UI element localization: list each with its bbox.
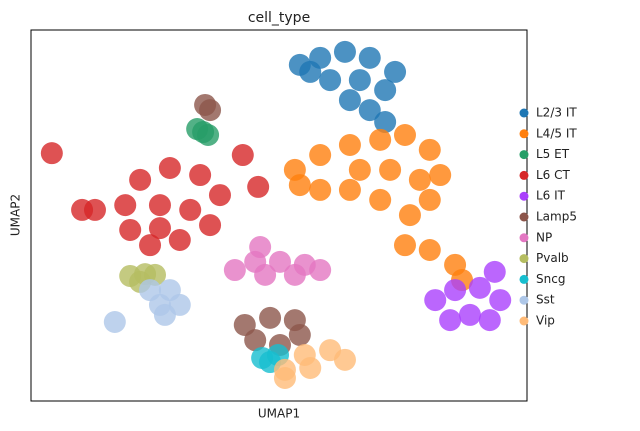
x-axis-label: UMAP1 bbox=[258, 407, 300, 421]
point bbox=[374, 79, 397, 102]
point bbox=[338, 89, 361, 112]
point bbox=[158, 157, 181, 180]
legend-marker bbox=[519, 254, 529, 264]
legend-label: Sncg bbox=[536, 272, 565, 286]
point bbox=[129, 168, 152, 191]
point bbox=[119, 218, 142, 241]
point bbox=[468, 276, 491, 299]
point bbox=[429, 164, 452, 187]
legend-label: Vip bbox=[536, 314, 555, 328]
point bbox=[333, 348, 356, 371]
point bbox=[199, 214, 222, 237]
point bbox=[40, 142, 63, 165]
point bbox=[369, 188, 392, 211]
point bbox=[348, 69, 371, 92]
point bbox=[114, 194, 137, 217]
point bbox=[153, 303, 176, 326]
point bbox=[139, 234, 162, 257]
point bbox=[424, 289, 447, 312]
legend-label: L4/5 IT bbox=[536, 126, 577, 140]
point bbox=[369, 128, 392, 151]
legend-label: L5 ET bbox=[536, 147, 570, 161]
point bbox=[244, 329, 267, 352]
point bbox=[478, 309, 501, 332]
legend-marker bbox=[519, 129, 529, 139]
point bbox=[309, 178, 332, 201]
legend-label: NP bbox=[536, 230, 552, 244]
point bbox=[333, 40, 356, 63]
legend-label: Lamp5 bbox=[536, 210, 577, 224]
point bbox=[319, 69, 342, 92]
point bbox=[148, 194, 171, 217]
point bbox=[268, 250, 291, 273]
point bbox=[254, 263, 277, 286]
legend-marker bbox=[519, 212, 529, 222]
point bbox=[458, 303, 481, 326]
point bbox=[71, 198, 94, 221]
point bbox=[358, 46, 381, 69]
legend-marker bbox=[519, 170, 529, 180]
point bbox=[168, 228, 191, 251]
point bbox=[249, 236, 272, 259]
point bbox=[379, 158, 402, 181]
legend-marker bbox=[519, 295, 529, 305]
point bbox=[288, 323, 311, 346]
point bbox=[338, 178, 361, 201]
legend-marker bbox=[519, 108, 529, 118]
point bbox=[374, 111, 397, 134]
legend: L2/3 IT L4/5 IT L5 ET L6 CT L6 IT Lamp5 NP Pval… bbox=[519, 106, 577, 328]
point bbox=[223, 259, 246, 282]
point bbox=[148, 217, 171, 240]
chart-title: cell_type bbox=[248, 10, 310, 26]
point bbox=[199, 99, 222, 122]
point bbox=[231, 144, 254, 167]
point bbox=[299, 356, 322, 379]
legend-marker bbox=[519, 233, 529, 243]
point bbox=[358, 99, 381, 122]
point bbox=[288, 174, 311, 197]
plot-area bbox=[40, 40, 512, 389]
legend-label: L2/3 IT bbox=[536, 106, 577, 120]
legend-label: Sst bbox=[536, 293, 555, 307]
point bbox=[418, 138, 441, 161]
legend-label: L6 CT bbox=[536, 168, 571, 182]
point bbox=[247, 175, 270, 198]
point bbox=[439, 309, 462, 332]
point bbox=[393, 234, 416, 257]
point bbox=[273, 366, 296, 389]
legend-marker bbox=[519, 316, 529, 326]
point bbox=[384, 60, 407, 83]
point bbox=[179, 198, 202, 221]
point bbox=[408, 168, 431, 191]
legend-marker bbox=[519, 191, 529, 201]
point bbox=[398, 204, 421, 227]
point bbox=[309, 259, 332, 282]
point bbox=[348, 158, 371, 181]
point bbox=[309, 144, 332, 167]
point bbox=[259, 306, 282, 329]
point bbox=[393, 123, 416, 146]
y-axis-label: UMAP2 bbox=[9, 194, 23, 236]
point bbox=[197, 123, 220, 146]
legend-label: Pvalb bbox=[536, 251, 569, 265]
point bbox=[208, 184, 231, 207]
point bbox=[483, 260, 506, 283]
point bbox=[489, 289, 512, 312]
point bbox=[338, 134, 361, 157]
point bbox=[283, 263, 306, 286]
point bbox=[444, 279, 467, 302]
point bbox=[299, 60, 322, 83]
point bbox=[189, 164, 212, 187]
point bbox=[103, 310, 126, 333]
legend-label: L6 IT bbox=[536, 189, 566, 203]
point bbox=[418, 188, 441, 211]
legend-marker bbox=[519, 274, 529, 284]
legend-marker bbox=[519, 150, 529, 160]
point bbox=[418, 239, 441, 262]
